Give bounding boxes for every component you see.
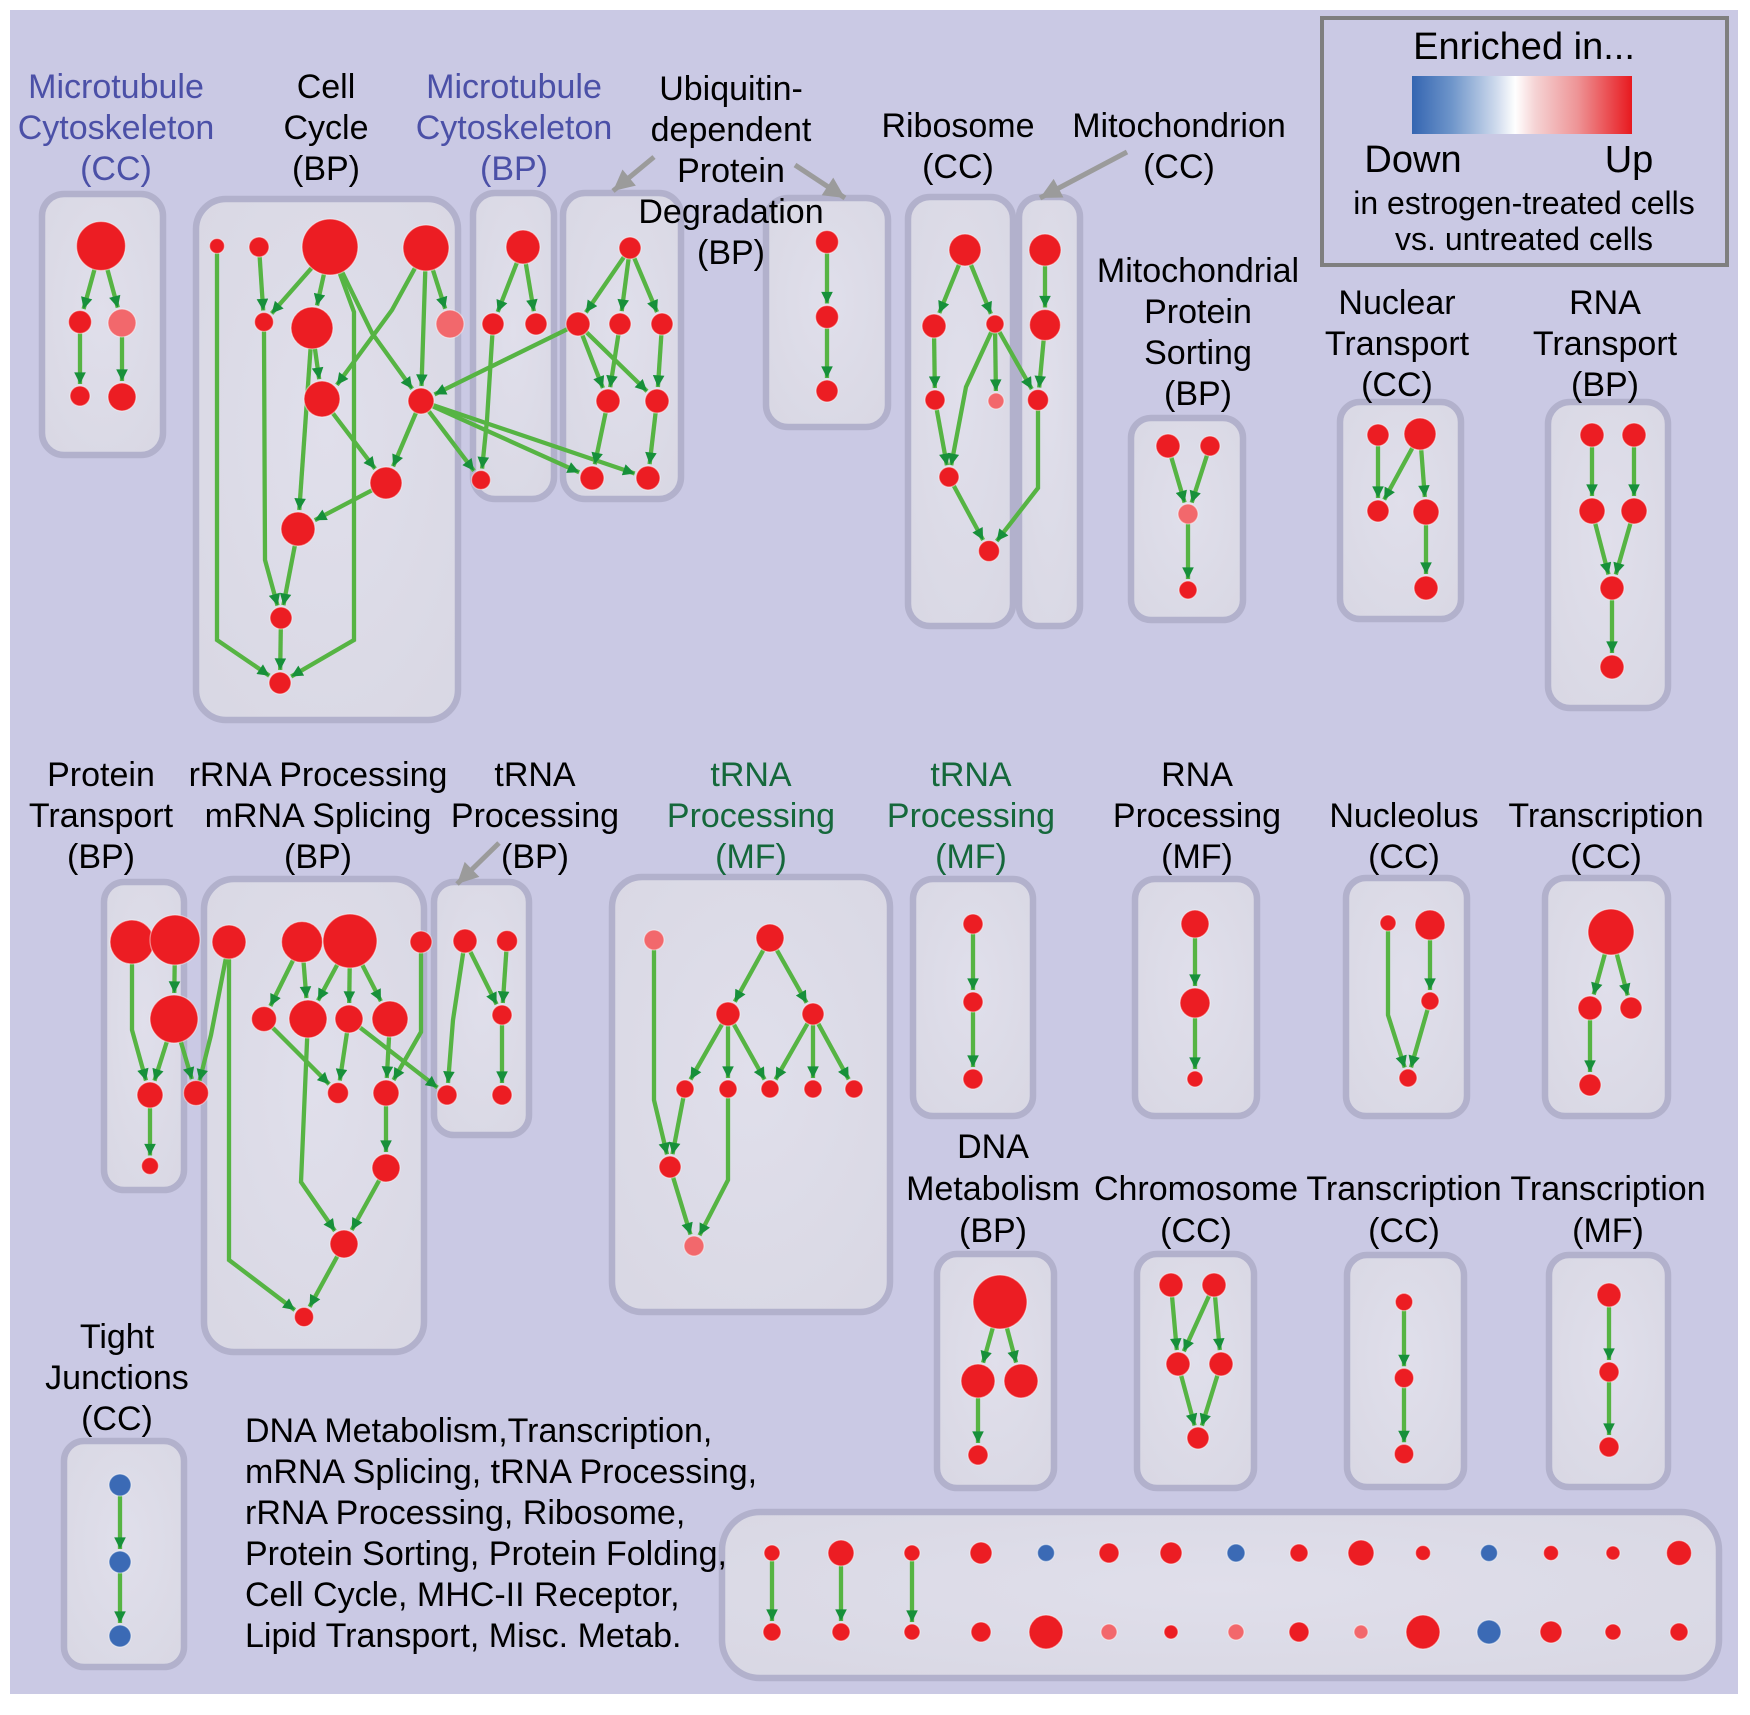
svg-text:(MF): (MF) — [715, 838, 787, 876]
svg-text:Transcription: Transcription — [1510, 1170, 1705, 1208]
svg-text:Transport: Transport — [1325, 325, 1470, 363]
svg-text:(BP): (BP) — [501, 838, 569, 876]
svg-text:dependent: dependent — [651, 111, 812, 149]
svg-text:Cycle: Cycle — [283, 109, 368, 147]
svg-text:rRNA Processing: rRNA Processing — [189, 756, 448, 794]
svg-text:in estrogen-treated cells: in estrogen-treated cells — [1353, 185, 1695, 221]
svg-text:RNA: RNA — [1569, 284, 1641, 322]
svg-text:(MF): (MF) — [1572, 1212, 1644, 1250]
svg-text:mRNA Splicing, tRNA Processing: mRNA Splicing, tRNA Processing, — [245, 1453, 757, 1491]
svg-text:Protein Sorting, Protein Foldi: Protein Sorting, Protein Folding, — [245, 1535, 727, 1573]
svg-text:Cytoskeleton: Cytoskeleton — [416, 109, 613, 147]
svg-text:Ribosome: Ribosome — [881, 107, 1034, 145]
svg-text:Nucleolus: Nucleolus — [1329, 797, 1478, 835]
svg-text:Enriched in...: Enriched in... — [1413, 26, 1635, 68]
svg-text:Processing: Processing — [667, 797, 835, 835]
svg-text:(CC): (CC) — [922, 148, 994, 186]
svg-text:RNA: RNA — [1161, 756, 1233, 794]
svg-text:(CC): (CC) — [1160, 1212, 1232, 1250]
svg-text:Transport: Transport — [1533, 325, 1678, 363]
svg-text:Transcription: Transcription — [1508, 797, 1703, 835]
svg-text:Sorting: Sorting — [1144, 334, 1252, 372]
svg-text:Degradation: Degradation — [638, 193, 823, 231]
svg-text:Transcription: Transcription — [1306, 1170, 1501, 1208]
svg-text:Down: Down — [1364, 139, 1461, 181]
svg-text:(CC): (CC) — [1368, 838, 1440, 876]
svg-text:(BP): (BP) — [697, 234, 765, 272]
svg-text:Nuclear: Nuclear — [1338, 284, 1455, 322]
svg-text:(CC): (CC) — [1361, 366, 1433, 404]
svg-text:Cytoskeleton: Cytoskeleton — [18, 109, 215, 147]
svg-text:Mitochondrion: Mitochondrion — [1072, 107, 1286, 145]
svg-text:(MF): (MF) — [1161, 838, 1233, 876]
svg-text:mRNA Splicing: mRNA Splicing — [205, 797, 432, 835]
svg-text:Protein: Protein — [47, 756, 155, 794]
svg-text:Microtubule: Microtubule — [426, 68, 602, 106]
svg-text:Junctions: Junctions — [45, 1359, 189, 1397]
svg-text:Cell: Cell — [297, 68, 356, 106]
svg-text:(CC): (CC) — [80, 150, 152, 188]
svg-text:Microtubule: Microtubule — [28, 68, 204, 106]
svg-text:Mitochondrial: Mitochondrial — [1097, 252, 1299, 290]
svg-text:DNA: DNA — [957, 1128, 1029, 1166]
svg-text:(BP): (BP) — [959, 1212, 1027, 1250]
svg-text:Processing: Processing — [451, 797, 619, 835]
svg-text:(BP): (BP) — [292, 150, 360, 188]
svg-text:Protein: Protein — [1144, 293, 1252, 331]
svg-text:(BP): (BP) — [480, 150, 548, 188]
svg-text:Transport: Transport — [29, 797, 174, 835]
svg-text:Processing: Processing — [1113, 797, 1281, 835]
svg-text:Ubiquitin-: Ubiquitin- — [659, 70, 803, 108]
svg-text:tRNA: tRNA — [494, 756, 576, 794]
svg-text:Metabolism: Metabolism — [906, 1170, 1080, 1208]
svg-text:vs. untreated cells: vs. untreated cells — [1395, 221, 1653, 257]
svg-text:tRNA: tRNA — [930, 756, 1012, 794]
svg-text:(BP): (BP) — [1571, 366, 1639, 404]
svg-text:(CC): (CC) — [81, 1400, 153, 1438]
svg-text:(BP): (BP) — [1164, 375, 1232, 413]
svg-text:(BP): (BP) — [67, 838, 135, 876]
svg-text:(CC): (CC) — [1143, 148, 1215, 186]
svg-text:Cell Cycle, MHC-II Receptor,: Cell Cycle, MHC-II Receptor, — [245, 1576, 680, 1614]
svg-text:DNA Metabolism,Transcription,: DNA Metabolism,Transcription, — [245, 1412, 712, 1450]
svg-text:Processing: Processing — [887, 797, 1055, 835]
svg-text:Chromosome: Chromosome — [1094, 1170, 1298, 1208]
svg-text:(CC): (CC) — [1570, 838, 1642, 876]
svg-text:tRNA: tRNA — [710, 756, 792, 794]
svg-text:rRNA Processing, Ribosome,: rRNA Processing, Ribosome, — [245, 1494, 685, 1532]
svg-text:(CC): (CC) — [1368, 1212, 1440, 1250]
svg-text:(MF): (MF) — [935, 838, 1007, 876]
svg-text:Tight: Tight — [80, 1318, 155, 1356]
svg-text:Protein: Protein — [677, 152, 785, 190]
svg-text:(BP): (BP) — [284, 838, 352, 876]
svg-text:Up: Up — [1605, 139, 1654, 181]
svg-text:Lipid Transport, Misc. Metab.: Lipid Transport, Misc. Metab. — [245, 1617, 682, 1655]
